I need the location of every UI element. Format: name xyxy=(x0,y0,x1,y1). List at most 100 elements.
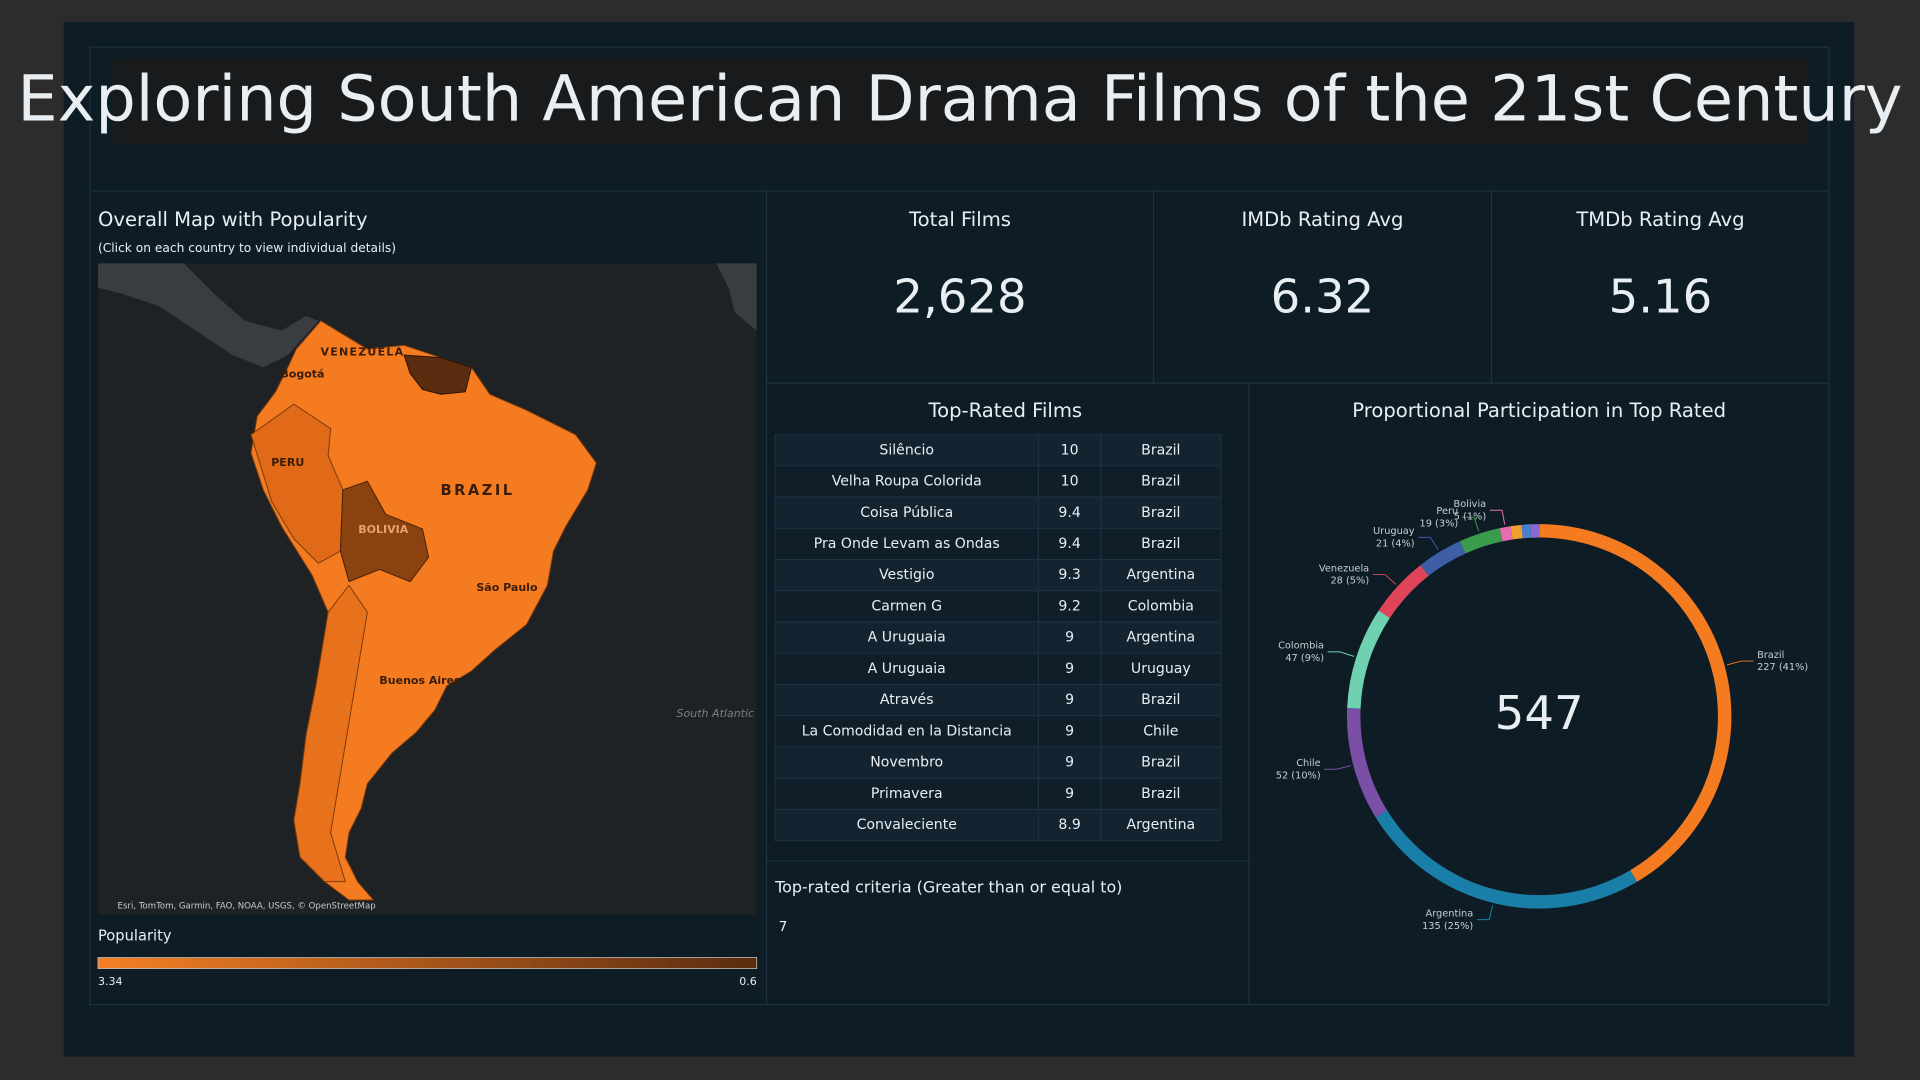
map-subtitle: (Click on each country to view individua… xyxy=(98,241,396,255)
table-cell-text: Brazil xyxy=(1141,692,1180,708)
table-cell xyxy=(1100,434,1222,467)
legend-min: 3.34 xyxy=(98,975,123,988)
table-cell-text: 10 xyxy=(1061,442,1079,458)
map-label: BOLIVIA xyxy=(358,523,409,536)
slice-value: 47 (9%) xyxy=(1285,653,1324,664)
africa xyxy=(716,263,757,331)
table-cell xyxy=(1037,496,1102,529)
table-cell xyxy=(774,527,1039,561)
table-cell xyxy=(774,808,1039,842)
legend-title: Popularity xyxy=(98,928,172,945)
table-cell xyxy=(1100,590,1222,623)
table-cell-text: Chile xyxy=(1143,723,1178,739)
table-cell-text: Argentina xyxy=(1126,630,1195,646)
criteria-label: Top-rated criteria (Greater than or equa… xyxy=(774,877,1122,896)
table-cell-text: Através xyxy=(880,692,934,708)
leader-line xyxy=(1327,651,1355,657)
table-cell-text: Silêncio xyxy=(879,442,934,458)
legend-gradient xyxy=(97,957,758,969)
map-label: São Paulo xyxy=(476,581,538,594)
table-cell-text: A Uruguaia xyxy=(868,661,946,677)
table-cell-text: Brazil xyxy=(1141,442,1180,458)
table-cell xyxy=(1037,715,1102,748)
table-cell xyxy=(774,746,1039,779)
table-cell-text: Argentina xyxy=(1126,817,1195,833)
map-label: VENEZUELA xyxy=(321,346,405,359)
table-cell-text: Brazil xyxy=(1141,474,1180,490)
table-cell-text: La Comodidad en la Distancia xyxy=(802,723,1012,739)
map-title: Overall Map with Popularity xyxy=(98,208,368,231)
slice-label: Colombia xyxy=(1278,641,1324,652)
table-cell-text: Brazil xyxy=(1141,786,1180,802)
donut-slice xyxy=(1375,810,1638,909)
donut-slice xyxy=(1499,526,1513,542)
leader-line xyxy=(1324,765,1351,770)
table-cell-text: Convaleciente xyxy=(857,817,957,833)
table-cell-text: 9 xyxy=(1065,723,1074,739)
kpi-label: Total Films xyxy=(908,208,1011,231)
slice-value: 227 (41%) xyxy=(1757,662,1808,673)
table-cell xyxy=(1037,746,1102,779)
leader-line xyxy=(1418,536,1439,551)
map-label: South Atlantic Ocean xyxy=(677,707,793,720)
slice-label: Argentina xyxy=(1426,909,1474,920)
table-cell xyxy=(1037,684,1102,717)
donut-slice xyxy=(1420,541,1466,576)
kpi-label: IMDb Rating Avg xyxy=(1241,208,1403,231)
slice-value: 28 (5%) xyxy=(1330,576,1369,587)
table-cell-text: Uruguay xyxy=(1131,661,1191,677)
table-cell xyxy=(1100,559,1222,592)
kpi-value: 5.16 xyxy=(1609,270,1713,324)
table-cell-text: 9 xyxy=(1065,755,1074,771)
table-cell-text: Argentina xyxy=(1126,567,1195,583)
table-cell xyxy=(1037,621,1102,654)
table-cell xyxy=(1037,465,1102,498)
dashboard-title: Exploring South American Drama Films of … xyxy=(17,62,1902,136)
table-cell-text: 9 xyxy=(1065,630,1074,646)
table-cell-text: 9 xyxy=(1065,692,1074,708)
slice-label: Venezuela xyxy=(1319,563,1369,574)
donut-slice xyxy=(1459,528,1503,554)
table-cell xyxy=(774,684,1039,717)
kpi-value: 2,628 xyxy=(893,270,1026,324)
kpi-value: 6.32 xyxy=(1271,270,1375,324)
table-cell-text: 9 xyxy=(1065,786,1074,802)
table-cell-text: Carmen G xyxy=(871,598,942,614)
table-cell-text: Colombia xyxy=(1128,598,1194,614)
table-cell-text: Velha Roupa Colorida xyxy=(832,474,982,490)
map[interactable]: Bogotá VENEZUELA PERU BOLIVIA BRAZIL São… xyxy=(97,263,793,915)
table: Silêncio 10 Brazil Velha Roupa Colorida 10 Br… xyxy=(774,434,1222,842)
dividers xyxy=(89,190,1830,1006)
table-cell xyxy=(774,777,1039,810)
slice-value: 5 (1%) xyxy=(1454,511,1486,522)
leader-line xyxy=(1489,509,1506,525)
chart-title: Proportional Participation in Top Rated xyxy=(1352,399,1726,422)
table-cell xyxy=(1100,746,1222,779)
map-label: BRAZIL xyxy=(441,482,515,499)
table-cell xyxy=(774,590,1039,623)
criteria-value[interactable]: 7 xyxy=(779,920,788,935)
guianas[interactable] xyxy=(403,354,473,395)
slice-label: Brazil xyxy=(1757,650,1784,661)
slice-label: Bolivia xyxy=(1454,499,1487,510)
table-cell xyxy=(774,496,1039,529)
bolivia[interactable] xyxy=(339,480,430,583)
table-cell-text: 9.4 xyxy=(1058,505,1080,521)
leader-line xyxy=(1461,516,1480,532)
slice-label: Uruguay xyxy=(1373,526,1415,537)
slice-label: Chile xyxy=(1296,758,1320,769)
chile[interactable] xyxy=(293,584,368,883)
central-america xyxy=(97,263,319,368)
donut-total: 547 xyxy=(1495,686,1584,740)
table-cell-text: Novembro xyxy=(870,755,943,771)
table-cell-text: 9.4 xyxy=(1058,536,1080,552)
table-cell-text: Brazil xyxy=(1141,755,1180,771)
map-attribution: Esri, TomTom, Garmin, FAO, NOAA, USGS, ©… xyxy=(118,902,376,912)
donut-slice xyxy=(1378,565,1429,618)
table-cell-text: Vestigio xyxy=(879,567,934,583)
table-cell xyxy=(1037,777,1102,810)
table-cell-text: Primavera xyxy=(871,786,943,802)
table-cell-text: Brazil xyxy=(1141,536,1180,552)
